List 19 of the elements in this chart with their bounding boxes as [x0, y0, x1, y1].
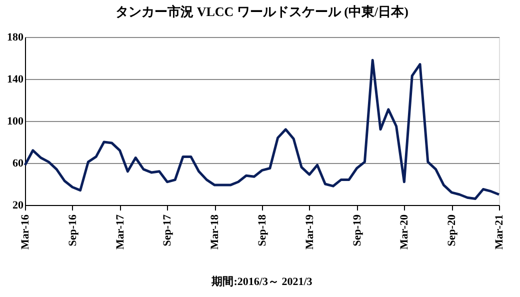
- chart-title: タンカー市況 VLCC ワールドスケール (中東/日本): [116, 4, 408, 19]
- x-tick-label: Mar-18: [209, 214, 222, 250]
- line-series: [24, 58, 500, 200]
- x-tick-label: Sep-18: [256, 214, 268, 246]
- y-tick-label: 100: [7, 116, 24, 128]
- x-tick-label: Sep-20: [446, 214, 458, 246]
- y-tick-label: 20: [12, 200, 24, 212]
- x-tick-label: Mar-21: [494, 214, 506, 250]
- x-tick-label: Sep-16: [66, 214, 79, 246]
- x-tick-label: Mar-19: [304, 214, 316, 250]
- y-tick-label: 140: [7, 74, 24, 86]
- y-tick-label: 60: [12, 158, 24, 170]
- x-tick-label: Mar-17: [114, 214, 126, 250]
- x-tick-label: Mar-20: [398, 214, 411, 250]
- x-tick-label: Sep-17: [162, 214, 174, 246]
- x-tick-label: Mar-16: [20, 214, 32, 250]
- x-tick-label: Sep-19: [351, 214, 364, 246]
- text: 期間:2016/3～ 2021/3: [210, 275, 313, 288]
- y-tick-label: 180: [7, 32, 24, 44]
